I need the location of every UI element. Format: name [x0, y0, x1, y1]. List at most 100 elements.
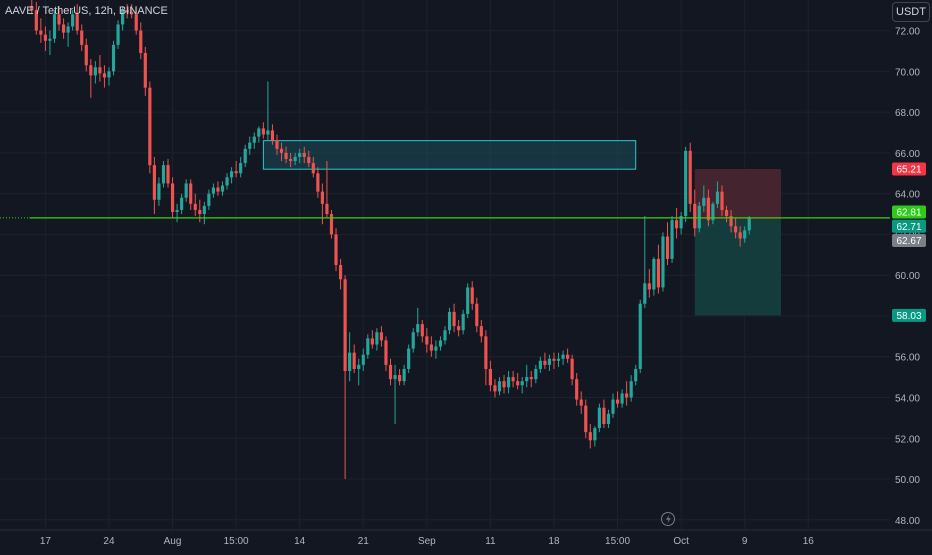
candle-body [457, 326, 461, 331]
candle-body [175, 209, 179, 212]
price-axis-panel[interactable] [890, 0, 932, 550]
candle-body [239, 163, 243, 174]
candle-body [352, 352, 356, 369]
candle-body [57, 14, 61, 25]
candle-body [674, 220, 679, 229]
candle-body [325, 203, 329, 215]
price-label-text: 62.67 [896, 236, 921, 247]
price-tick-label: 56.00 [895, 353, 920, 364]
candle-body [202, 205, 206, 215]
candle-body [148, 87, 152, 166]
symbol-title: AAVE / TetherUS, 12h, BINANCE [5, 5, 168, 17]
candle-body [39, 30, 43, 35]
price-tick-label: 64.00 [895, 190, 920, 201]
candle-body [111, 44, 116, 72]
candle-body [497, 381, 502, 392]
time-tick-label: 16 [803, 536, 815, 547]
candle-body [606, 413, 611, 424]
candle-body [697, 205, 701, 229]
candle-body [416, 324, 420, 333]
candle-body [139, 30, 143, 53]
candle-body [216, 187, 220, 192]
price-labels: 65.21 62.81 62.71 62.67 58.03 [892, 162, 926, 322]
candle-body [625, 393, 629, 398]
candle-body [234, 171, 238, 174]
candle-body [193, 203, 197, 210]
annotation-layer[interactable] [262, 140, 782, 316]
candle-body [520, 381, 524, 386]
price-label-text: 62.71 [896, 222, 921, 233]
candle-body [348, 352, 352, 371]
candle-body [107, 71, 111, 78]
candle-body [261, 128, 265, 135]
candle-body [298, 152, 302, 157]
candle-body [125, 10, 129, 13]
candle-body [575, 379, 579, 400]
candle-body [375, 332, 379, 345]
candle-body [720, 191, 724, 210]
candle-body [629, 381, 633, 398]
time-tick-label: Sep [418, 536, 436, 547]
candle-body [320, 191, 324, 204]
candle-body [570, 358, 574, 380]
currency-button[interactable]: USDT [892, 2, 930, 22]
candle-body [747, 217, 751, 231]
time-tick-label: 14 [294, 536, 306, 547]
candle-body [588, 432, 592, 441]
candle-body [102, 73, 107, 78]
candle-body [379, 332, 384, 341]
candle-body [384, 340, 388, 365]
candle-body [461, 313, 465, 331]
candle-body [656, 258, 661, 288]
time-tick-label: Aug [164, 536, 182, 547]
candle-body [34, 10, 38, 31]
candle-body [584, 405, 588, 433]
candle-body [556, 358, 561, 361]
timezone-bolt-icon[interactable] [661, 512, 675, 526]
candle-body [484, 336, 488, 369]
time-axis-panel[interactable] [0, 530, 932, 550]
candle-body [652, 258, 656, 290]
time-tick-label: 17 [40, 536, 52, 547]
candle-body [293, 156, 297, 162]
candle-body [693, 203, 697, 229]
take-profit-zone[interactable] [694, 219, 782, 316]
candle-body [534, 368, 538, 380]
candle-body [566, 354, 570, 359]
candle-body [429, 344, 433, 351]
candle-body [71, 14, 75, 27]
candle-body [152, 165, 156, 200]
price-tick-label: 72.00 [895, 27, 920, 38]
candle-body [211, 187, 216, 194]
candle-body [30, 6, 34, 11]
candle-body [343, 279, 347, 371]
time-axis[interactable]: 17 24 Aug 15:00 14 21 Sep 11 18 15:00 Oct 9 16 [40, 536, 814, 547]
candle-body [184, 183, 188, 198]
candle-body [506, 377, 511, 388]
candle-body [361, 354, 365, 365]
candle-body [61, 24, 66, 33]
candle-body [729, 216, 733, 227]
price-tick-label: 68.00 [895, 108, 920, 119]
time-tick-label: 11 [485, 536, 496, 547]
candle-body [289, 159, 293, 162]
candle-body [52, 14, 57, 39]
candle-body [434, 346, 438, 351]
supply-zone-rectangle[interactable] [262, 140, 637, 170]
time-tick-label: 9 [742, 536, 748, 547]
candle-body [248, 142, 252, 149]
candle-body [438, 340, 443, 347]
candle-body [252, 136, 256, 143]
candle-body [229, 171, 234, 178]
price-tick-label: 66.00 [895, 149, 920, 160]
price-tick-label: 52.00 [895, 434, 920, 445]
candle-body [579, 399, 583, 406]
candle-body [270, 130, 275, 141]
price-tick-label: 48.00 [895, 516, 920, 527]
candle-body [329, 214, 334, 235]
candles-layer [30, 0, 751, 480]
price-label-tag [892, 219, 926, 233]
candle-body [479, 326, 483, 337]
